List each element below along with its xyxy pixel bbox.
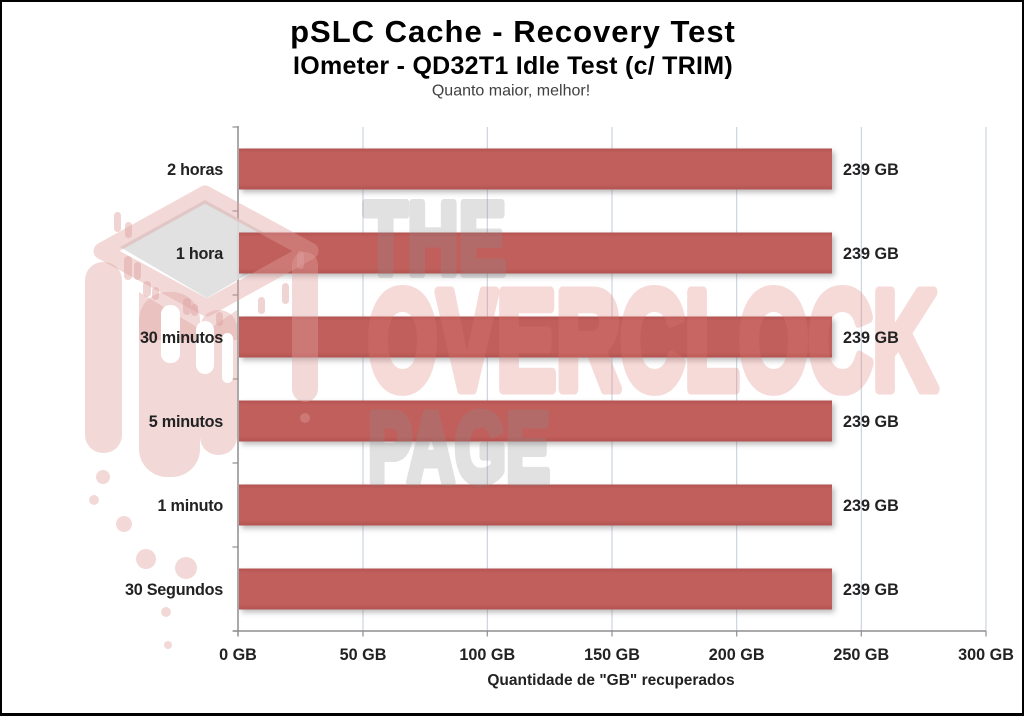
svg-text:50 GB: 50 GB bbox=[340, 646, 387, 664]
svg-text:239 GB: 239 GB bbox=[843, 413, 899, 431]
svg-text:THE: THE bbox=[364, 181, 506, 296]
svg-text:239 GB: 239 GB bbox=[843, 581, 899, 599]
svg-text:pSLC Cache - Recovery Test: pSLC Cache - Recovery Test bbox=[290, 14, 736, 49]
svg-text:239 GB: 239 GB bbox=[843, 329, 899, 347]
svg-text:Quanto maior, melhor!: Quanto maior, melhor! bbox=[432, 83, 590, 100]
svg-text:150 GB: 150 GB bbox=[584, 646, 640, 664]
svg-text:0 GB: 0 GB bbox=[219, 646, 257, 664]
svg-text:250 GB: 250 GB bbox=[833, 646, 889, 664]
svg-text:5 minutos: 5 minutos bbox=[149, 413, 223, 431]
svg-text:239 GB: 239 GB bbox=[843, 161, 899, 179]
svg-text:2 horas: 2 horas bbox=[167, 161, 223, 179]
svg-text:30 minutos: 30 minutos bbox=[140, 329, 223, 347]
svg-text:1 minuto: 1 minuto bbox=[158, 497, 224, 515]
svg-text:100 GB: 100 GB bbox=[459, 646, 515, 664]
svg-text:1 hora: 1 hora bbox=[176, 245, 224, 263]
svg-text:OVERCLOCK: OVERCLOCK bbox=[368, 261, 937, 419]
svg-text:239 GB: 239 GB bbox=[843, 497, 899, 515]
svg-text:30 Segundos: 30 Segundos bbox=[125, 581, 223, 599]
svg-text:300 GB: 300 GB bbox=[958, 646, 1014, 664]
svg-text:200 GB: 200 GB bbox=[709, 646, 765, 664]
svg-text:239 GB: 239 GB bbox=[843, 245, 899, 263]
svg-text:Quantidade de "GB" recuperados: Quantidade de "GB" recuperados bbox=[487, 672, 734, 689]
svg-text:IOmeter - QD32T1 Idle Test (c/: IOmeter - QD32T1 Idle Test (c/ TRIM) bbox=[293, 52, 733, 80]
svg-text:PAGE: PAGE bbox=[368, 392, 550, 503]
